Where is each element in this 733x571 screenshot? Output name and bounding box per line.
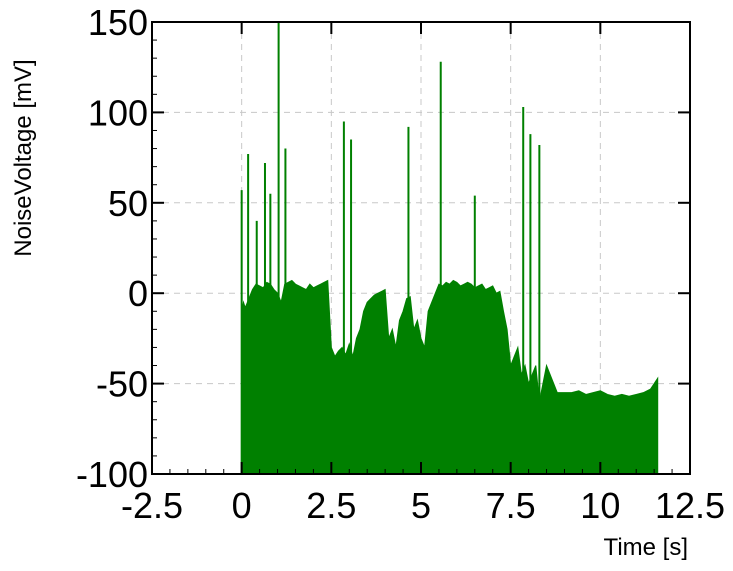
x-tick-label: 2.5: [306, 485, 356, 526]
y-tick-label: 100: [88, 92, 148, 133]
series-1-area: [241, 279, 659, 475]
x-tick-label: 0: [232, 485, 252, 526]
x-tick-label: 5: [411, 485, 431, 526]
ticks: [151, 21, 691, 475]
y-tick-label: -100: [76, 454, 148, 495]
tick-labels: -2.5 0 2.5 5 7.5 10 12.5 -100 -50 0 50 100 150: [76, 2, 725, 526]
y-tick-label: 0: [128, 273, 148, 314]
x-tick-label: -2.5: [121, 485, 183, 526]
x-tick-label: 7.5: [486, 485, 536, 526]
y-tick-label: 150: [88, 2, 148, 43]
x-tick-label: 12.5: [655, 485, 725, 526]
series-area: [240, 22, 659, 475]
x-axis-label: Time [s]: [604, 534, 688, 561]
y-tick-label: 50: [108, 183, 148, 224]
y-tick-label: -50: [96, 364, 148, 405]
y-axis-label: NoiseVoltage [mV]: [10, 59, 37, 256]
x-tick-label: 10: [580, 485, 620, 526]
